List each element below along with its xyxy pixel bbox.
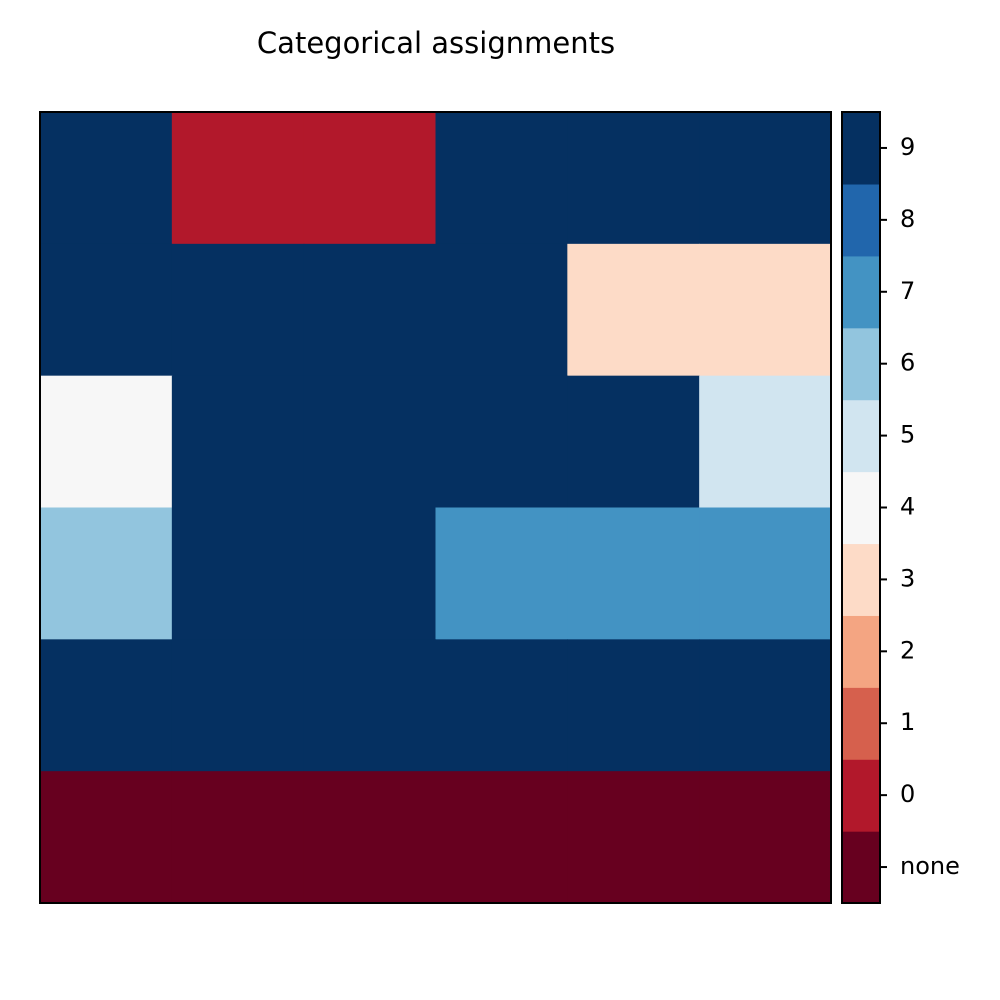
heatmap-cell — [40, 243, 173, 377]
heatmap-cell — [435, 771, 568, 904]
colorbar-tick-label: 9 — [900, 133, 915, 161]
colorbar-swatch — [842, 543, 880, 616]
heatmap-cell — [303, 112, 437, 245]
heatmap-cell — [40, 375, 173, 509]
colorbar-swatch — [842, 327, 880, 401]
colorbar-tick-label: 6 — [900, 349, 915, 377]
colorbar-tick-label: 0 — [900, 780, 915, 808]
colorbar-swatch — [842, 183, 880, 257]
chart-title: Categorical assignments — [256, 26, 616, 60]
heatmap-cell — [699, 375, 832, 509]
colorbar-swatch — [842, 615, 880, 688]
heatmap-cell — [171, 771, 305, 904]
heatmap-cell — [435, 507, 568, 640]
plot-frame — [39, 111, 832, 904]
heatmap-cell — [567, 375, 700, 509]
colorbar-tick-label: 3 — [900, 564, 915, 592]
heatmap-cell — [699, 243, 832, 377]
heatmap-cell — [171, 112, 305, 245]
heatmap-cell — [303, 375, 437, 509]
heatmap-cell — [303, 771, 437, 904]
colorbar-swatch — [842, 255, 880, 329]
colorbar-tick-label: none — [900, 852, 960, 880]
heatmap-cell — [699, 507, 832, 640]
heatmap-cell — [435, 375, 568, 509]
heatmap-cell — [171, 507, 305, 640]
heatmap-cell — [303, 639, 437, 772]
heatmap-cell — [699, 112, 832, 245]
heatmap-cell — [435, 112, 568, 245]
heatmap-cell — [40, 507, 173, 640]
colorbar-swatch — [842, 399, 880, 473]
colorbar-swatch — [842, 112, 880, 185]
heatmap-cell — [699, 639, 832, 772]
heatmap-cell — [567, 112, 700, 245]
heatmap-cell — [303, 243, 437, 377]
colorbar-swatch — [842, 759, 880, 832]
heatmap-cell — [567, 771, 700, 904]
heatmap-cell — [699, 771, 832, 904]
heatmap-cell — [40, 639, 173, 772]
colorbar-frame — [841, 111, 881, 904]
colorbar-tick-label: 5 — [900, 421, 915, 449]
heatmap-cell — [171, 639, 305, 772]
heatmap-cell — [567, 507, 700, 640]
colorbar-swatch — [842, 687, 880, 760]
colorbar-tick-label: 7 — [900, 277, 915, 305]
heatmap-cell — [303, 507, 437, 640]
heatmap-cell — [435, 639, 568, 772]
heatmap-cell — [40, 112, 173, 245]
colorbar-swatch — [842, 471, 880, 545]
colorbar-tick-label: 1 — [900, 708, 915, 736]
heatmap-cell — [567, 243, 700, 377]
heatmap-cell — [40, 771, 173, 904]
heatmap-cells — [40, 112, 832, 904]
colorbar: none 0 1 2 3 4 5 6 7 8 9 — [841, 111, 960, 904]
heatmap-cell — [171, 375, 305, 509]
heatmap-cell — [435, 243, 568, 377]
heatmap-cell — [567, 639, 700, 772]
colorbar-swatch — [842, 831, 880, 904]
colorbar-tick-label: 4 — [900, 493, 915, 521]
colorbar-tick-label: 8 — [900, 205, 915, 233]
heatmap-cell — [171, 243, 305, 377]
colorbar-tick-label: 2 — [900, 636, 915, 664]
